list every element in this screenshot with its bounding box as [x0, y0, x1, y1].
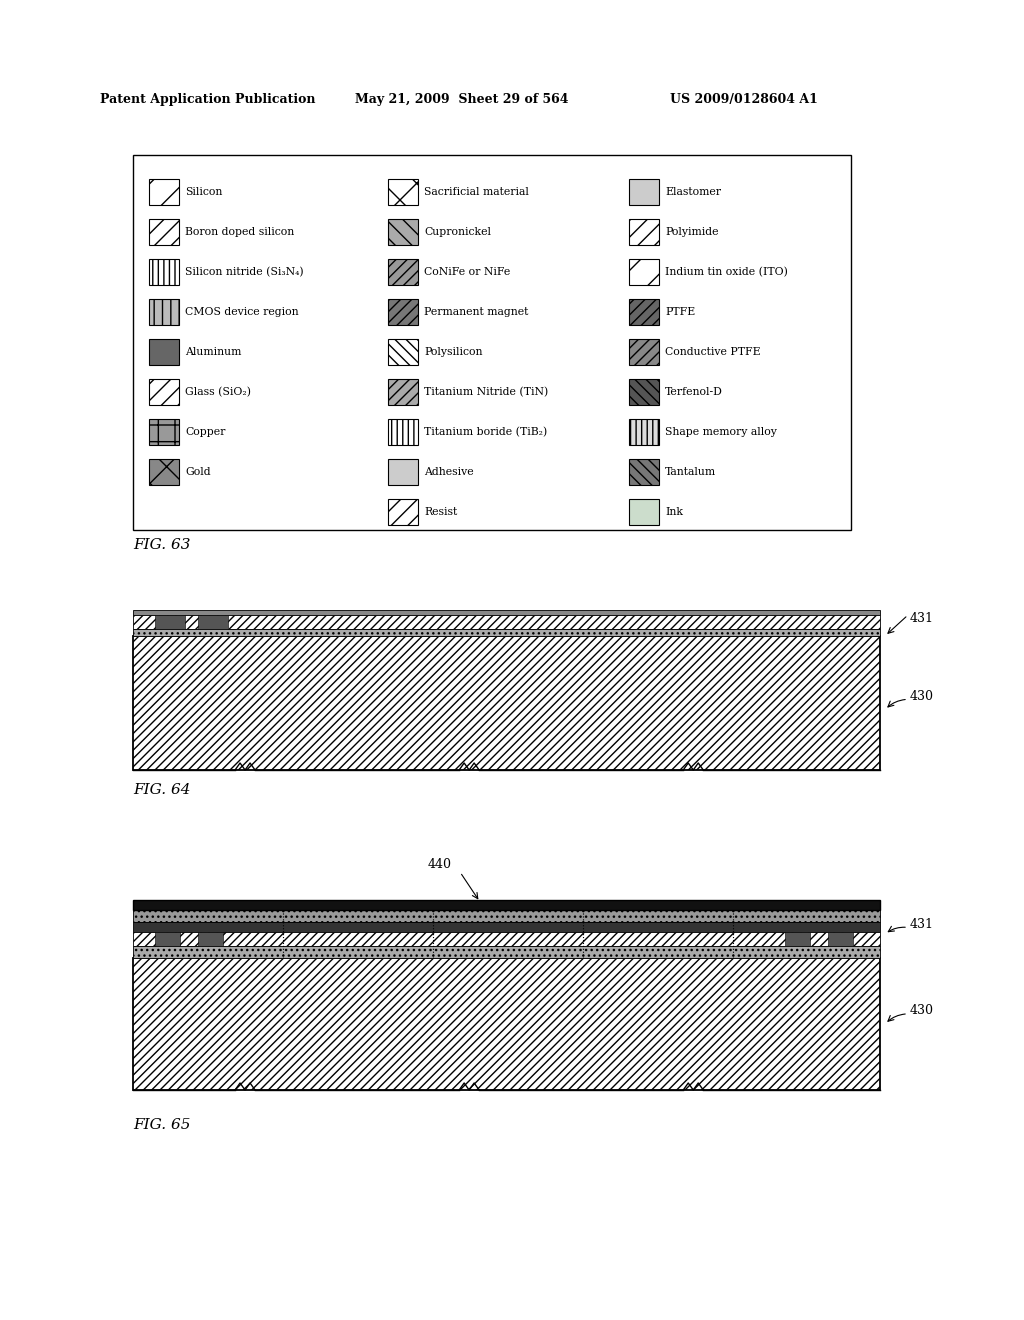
- Text: 430: 430: [910, 1005, 934, 1018]
- Text: FIG. 64: FIG. 64: [133, 783, 190, 797]
- Bar: [198, 615, 228, 630]
- Bar: [629, 219, 659, 246]
- Bar: [388, 339, 418, 366]
- Text: PTFE: PTFE: [665, 308, 695, 317]
- Bar: [150, 259, 179, 285]
- Bar: [388, 379, 418, 405]
- Text: 431: 431: [910, 917, 934, 931]
- Bar: [133, 946, 880, 958]
- Text: Tantalum: Tantalum: [665, 467, 716, 477]
- Bar: [629, 259, 659, 285]
- Text: Sacrificial material: Sacrificial material: [424, 187, 528, 197]
- Text: Patent Application Publication: Patent Application Publication: [100, 94, 315, 107]
- Bar: [629, 339, 659, 366]
- Bar: [388, 459, 418, 484]
- Bar: [133, 154, 851, 531]
- Bar: [133, 958, 880, 1090]
- Text: Resist: Resist: [424, 507, 458, 517]
- Bar: [629, 459, 659, 484]
- Bar: [388, 418, 418, 445]
- Text: FIG. 63: FIG. 63: [133, 539, 190, 552]
- Text: 431: 431: [910, 611, 934, 624]
- Text: Aluminum: Aluminum: [185, 347, 242, 356]
- Text: Polysilicon: Polysilicon: [424, 347, 482, 356]
- Bar: [828, 932, 853, 946]
- Text: CMOS device region: CMOS device region: [185, 308, 299, 317]
- Text: Adhesive: Adhesive: [424, 467, 474, 477]
- Bar: [133, 610, 880, 615]
- Text: Permanent magnet: Permanent magnet: [424, 308, 528, 317]
- Text: Glass (SiO₂): Glass (SiO₂): [185, 387, 251, 397]
- Text: Silicon: Silicon: [185, 187, 222, 197]
- Bar: [133, 900, 880, 909]
- Bar: [388, 219, 418, 246]
- Bar: [388, 300, 418, 325]
- Bar: [133, 932, 880, 946]
- Bar: [629, 180, 659, 205]
- Bar: [133, 921, 880, 932]
- Bar: [388, 499, 418, 525]
- Text: Ink: Ink: [665, 507, 683, 517]
- Text: Shape memory alloy: Shape memory alloy: [665, 426, 777, 437]
- Text: CoNiFe or NiFe: CoNiFe or NiFe: [424, 267, 510, 277]
- Bar: [388, 259, 418, 285]
- Text: Terfenol-D: Terfenol-D: [665, 387, 723, 397]
- Text: Copper: Copper: [185, 426, 225, 437]
- Bar: [388, 180, 418, 205]
- Text: Conductive PTFE: Conductive PTFE: [665, 347, 761, 356]
- Bar: [150, 418, 179, 445]
- Text: Titanium boride (TiB₂): Titanium boride (TiB₂): [424, 426, 547, 437]
- Bar: [150, 379, 179, 405]
- Bar: [133, 636, 880, 770]
- Text: Polyimide: Polyimide: [665, 227, 719, 238]
- Text: Titanium Nitride (TiN): Titanium Nitride (TiN): [424, 387, 548, 397]
- Text: Silicon nitride (Si₃N₄): Silicon nitride (Si₃N₄): [185, 267, 304, 277]
- Text: Cupronickel: Cupronickel: [424, 227, 490, 238]
- Text: US 2009/0128604 A1: US 2009/0128604 A1: [670, 94, 818, 107]
- Bar: [629, 379, 659, 405]
- Text: 430: 430: [910, 690, 934, 702]
- Text: Indium tin oxide (ITO): Indium tin oxide (ITO): [665, 267, 787, 277]
- Bar: [133, 615, 880, 630]
- Bar: [155, 932, 180, 946]
- Text: Boron doped silicon: Boron doped silicon: [185, 227, 294, 238]
- Bar: [785, 932, 810, 946]
- Bar: [629, 418, 659, 445]
- Bar: [198, 932, 223, 946]
- Bar: [133, 630, 880, 636]
- Bar: [629, 499, 659, 525]
- Bar: [629, 300, 659, 325]
- Bar: [150, 339, 179, 366]
- Text: FIG. 65: FIG. 65: [133, 1118, 190, 1133]
- Bar: [155, 615, 185, 630]
- Text: Elastomer: Elastomer: [665, 187, 721, 197]
- Bar: [150, 180, 179, 205]
- Text: Gold: Gold: [185, 467, 211, 477]
- Text: May 21, 2009  Sheet 29 of 564: May 21, 2009 Sheet 29 of 564: [355, 94, 568, 107]
- Bar: [150, 459, 179, 484]
- Bar: [150, 300, 179, 325]
- Bar: [133, 909, 880, 921]
- Bar: [150, 219, 179, 246]
- Text: 440: 440: [428, 858, 452, 871]
